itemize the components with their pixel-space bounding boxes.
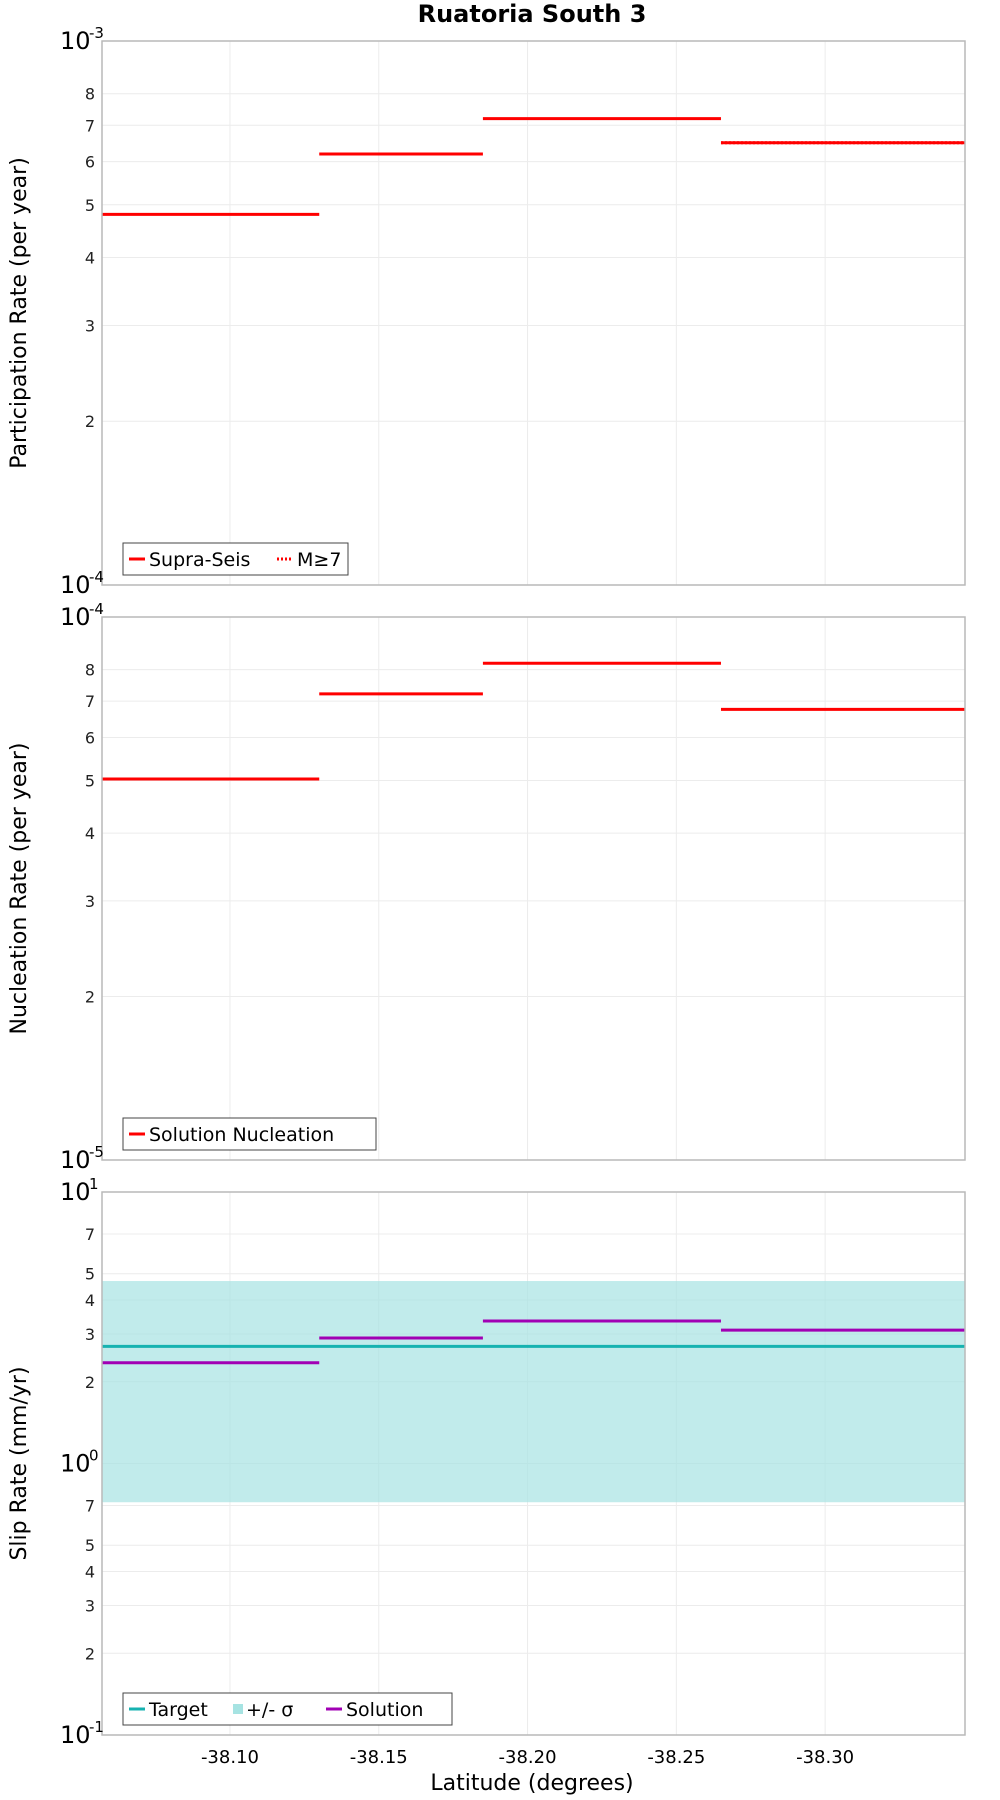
y-tick-label: 5 [85, 196, 95, 215]
y-axis-label: Slip Rate (mm/yr) [7, 1366, 32, 1560]
y-decade-exponent: -3 [89, 24, 104, 42]
y-tick-label: 7 [85, 692, 95, 711]
y-tick-label: 3 [85, 892, 95, 911]
plot-frame [101, 1191, 966, 1736]
y-tick-label: 7 [85, 116, 95, 135]
plot-frame [101, 40, 966, 586]
y-tick-label: 3 [85, 1596, 95, 1615]
legend-label: Target [148, 1699, 208, 1721]
y-tick-label: 5 [85, 1536, 95, 1555]
legend-label: +/- σ [246, 1699, 293, 1721]
y-tick-label: 5 [85, 1265, 95, 1284]
y-axis-label: Nucleation Rate (per year) [7, 743, 32, 1035]
legend-label: M≥7 [297, 549, 341, 571]
y-decade-label: 10 [60, 603, 91, 631]
x-tick-label: -38.20 [499, 1747, 557, 1768]
y-tick-label: 4 [85, 1563, 95, 1582]
plot-frame [101, 616, 966, 1161]
y-decade-exponent: 1 [89, 1175, 99, 1193]
y-tick-label: 8 [85, 661, 95, 680]
y-tick-label: 6 [85, 728, 95, 747]
y-tick-label: 4 [85, 248, 95, 267]
legend-box [122, 1117, 377, 1151]
y-decade-label: 10 [60, 1450, 91, 1478]
y-tick-label: 3 [85, 1325, 95, 1344]
x-tick-label: -38.10 [201, 1747, 259, 1768]
y-decade-exponent: -4 [89, 568, 104, 586]
x-tick-label: -38.15 [350, 1747, 408, 1768]
y-tick-label: 4 [85, 824, 95, 843]
legend-box [122, 1692, 453, 1726]
legend-label: Supra-Seis [149, 549, 250, 571]
y-tick-label: 3 [85, 316, 95, 335]
x-tick-label: -38.25 [647, 1747, 705, 1768]
legend: Target +/- σ Solution [122, 1692, 453, 1726]
y-tick-label: 6 [85, 153, 95, 172]
y-tick-label: 2 [85, 988, 95, 1007]
y-tick-label: 2 [85, 1644, 95, 1663]
x-tick-label: -38.30 [796, 1747, 854, 1768]
y-tick-label: 2 [85, 412, 95, 431]
chart-title: Ruatoria South 3 [418, 0, 647, 28]
legend-label: Solution [346, 1699, 423, 1721]
y-tick-label: 7 [85, 1497, 95, 1516]
x-axis-label: Latitude (degrees) [430, 1771, 633, 1796]
legend-swatch [233, 1704, 243, 1714]
y-decade-exponent: 0 [89, 1447, 99, 1465]
y-tick-label: 5 [85, 771, 95, 790]
y-axis-label: Participation Rate (per year) [7, 157, 32, 469]
uncertainty-band [102, 1281, 965, 1503]
y-decade-label: 10 [60, 1178, 91, 1206]
y-decade-exponent: -4 [89, 600, 104, 618]
y-tick-label: 4 [85, 1291, 95, 1310]
y-decade-label: 10 [60, 1721, 91, 1749]
y-decade-exponent: -5 [89, 1143, 104, 1161]
y-tick-label: 2 [85, 1373, 95, 1392]
legend: Supra-Seis M≥7 [122, 542, 349, 576]
legend-box [122, 542, 349, 576]
y-decade-label: 10 [60, 27, 91, 55]
y-decade-label: 10 [60, 1146, 91, 1174]
y-decade-label: 10 [60, 571, 91, 599]
legend: Solution Nucleation [122, 1117, 377, 1151]
y-tick-label: 7 [85, 1225, 95, 1244]
y-tick-label: 8 [85, 85, 95, 104]
legend-label: Solution Nucleation [149, 1124, 334, 1146]
y-decade-exponent: -1 [89, 1718, 104, 1736]
